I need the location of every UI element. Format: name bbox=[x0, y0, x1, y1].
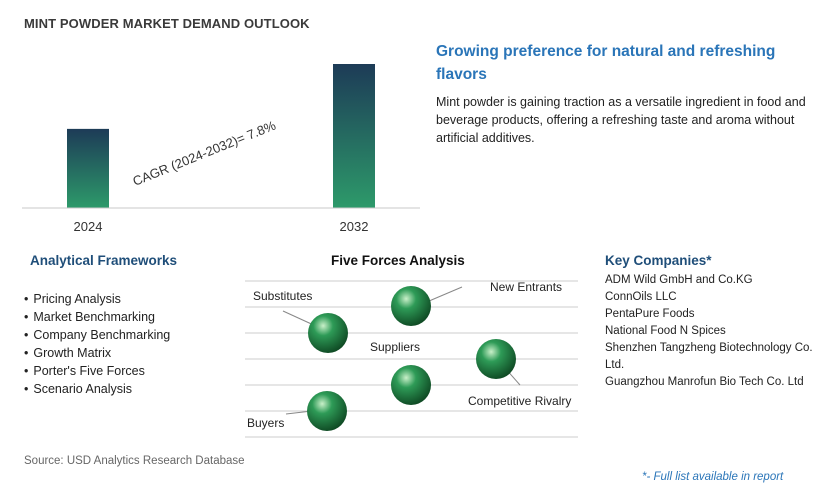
five-forces-heading: Five Forces Analysis bbox=[331, 253, 465, 268]
analytical-frameworks-list: Pricing Analysis Market Benchmarking Com… bbox=[24, 290, 170, 398]
new-entrants-sphere bbox=[391, 286, 431, 326]
framework-item: Pricing Analysis bbox=[24, 290, 170, 308]
bar-2032 bbox=[333, 64, 375, 208]
x-tick-label: 2032 bbox=[340, 219, 369, 234]
insight-description: Mint powder is gaining traction as a ver… bbox=[436, 95, 806, 145]
company-item: Shenzhen Tangzheng Biotechnology Co. Ltd… bbox=[605, 342, 813, 371]
x-tick-label: 2024 bbox=[74, 219, 103, 234]
five-forces-diagram: Substitutes New Entrants Suppliers Compe… bbox=[245, 280, 578, 438]
insight-headline: Growing preference for natural and refre… bbox=[436, 43, 776, 83]
substitutes-sphere bbox=[308, 313, 348, 353]
full-list-footnote: *- Full list available in report bbox=[642, 471, 784, 483]
page-title: MINT POWDER MARKET DEMAND OUTLOOK bbox=[24, 16, 310, 31]
buyers-label: Buyers bbox=[247, 416, 284, 430]
suppliers-label: Suppliers bbox=[370, 340, 420, 354]
suppliers-sphere bbox=[391, 365, 431, 405]
buyers-sphere bbox=[307, 391, 347, 431]
company-item: ConnOils LLC bbox=[605, 291, 677, 303]
framework-item: Porter's Five Forces bbox=[24, 362, 170, 380]
competitive-rivalry-sphere bbox=[476, 339, 516, 379]
source-note: Source: USD Analytics Research Database bbox=[24, 455, 245, 467]
framework-item: Company Benchmarking bbox=[24, 326, 170, 344]
company-item: National Food N Spices bbox=[605, 325, 726, 337]
framework-item: Market Benchmarking bbox=[24, 308, 170, 326]
bar-chart: 2024 2032 CAGR (2024-2032)= 7.8% bbox=[22, 64, 420, 234]
key-companies-heading: Key Companies* bbox=[605, 253, 712, 268]
new-entrants-label: New Entrants bbox=[490, 280, 562, 294]
key-companies-list: ADM Wild GmbH and Co.KG ConnOils LLC Pen… bbox=[605, 272, 827, 391]
analytical-frameworks-heading: Analytical Frameworks bbox=[30, 253, 178, 268]
substitutes-label: Substitutes bbox=[253, 289, 312, 303]
company-item: PentaPure Foods bbox=[605, 308, 695, 320]
competitive-rivalry-label: Competitive Rivalry bbox=[468, 394, 571, 408]
company-item: ADM Wild GmbH and Co.KG bbox=[605, 274, 753, 286]
bar-2024 bbox=[67, 128, 109, 208]
framework-item: Scenario Analysis bbox=[24, 380, 170, 398]
framework-item: Growth Matrix bbox=[24, 344, 170, 362]
company-item: Guangzhou Manrofun Bio Tech Co. Ltd bbox=[605, 376, 804, 388]
